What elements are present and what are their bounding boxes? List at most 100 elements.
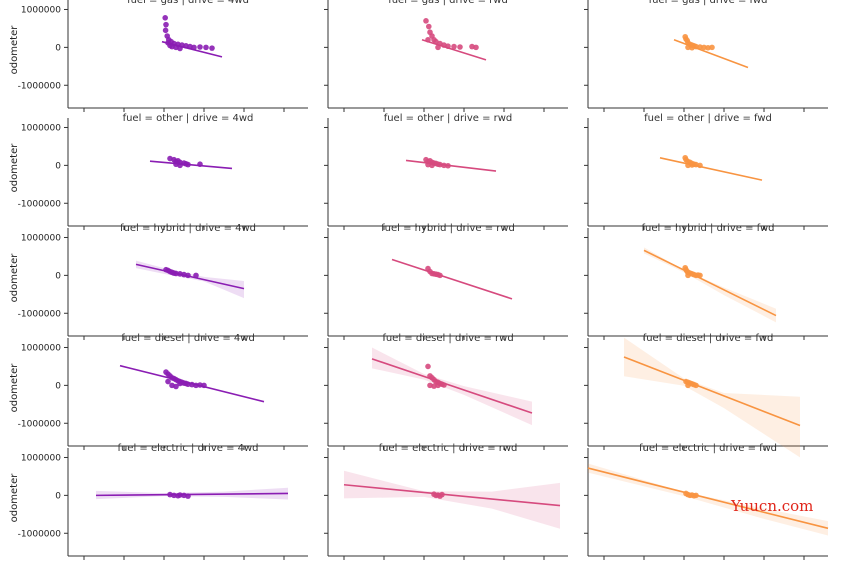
y-tick-label: -1000000 — [18, 529, 62, 539]
confidence-band — [644, 247, 776, 323]
regression-line — [587, 467, 829, 530]
y-tick-label: 1000000 — [21, 123, 61, 133]
data-point — [441, 382, 447, 388]
facet-panel-electric-rwd: -200000-1000000100000200000300000fuel = … — [324, 443, 568, 560]
y-tick-label: 1000000 — [21, 453, 61, 463]
data-point — [162, 27, 169, 34]
confidence-band — [136, 260, 244, 299]
data-point — [177, 45, 183, 52]
data-point — [689, 162, 695, 168]
regression-line — [95, 492, 289, 497]
facet-panel-diesel-fwd: fuel = diesel | drive = fwd — [584, 333, 828, 458]
y-tick-label: 1000000 — [21, 5, 61, 15]
regression-line — [343, 483, 561, 507]
data-point — [173, 383, 179, 390]
facet-title: fuel = electric | drive = 4wd — [117, 443, 258, 454]
data-point — [425, 36, 431, 43]
y-tick-label: 0 — [55, 43, 61, 53]
data-point — [439, 491, 445, 498]
data-point — [197, 161, 203, 168]
regression-line — [391, 258, 513, 300]
data-point — [162, 15, 168, 21]
facet-title: fuel = gas | drive = rwd — [388, 0, 508, 6]
regression-line — [149, 160, 233, 170]
data-point — [437, 272, 443, 279]
facet-title: fuel = diesel | drive = rwd — [382, 333, 513, 344]
data-point — [197, 44, 203, 50]
facet-title: fuel = gas | drive = 4wd — [127, 0, 249, 6]
data-point — [697, 162, 703, 169]
data-point — [426, 23, 432, 30]
data-point — [435, 382, 441, 389]
data-point — [165, 378, 171, 385]
y-tick-label: 0 — [55, 161, 61, 171]
facet-panel-gas-fwd: fuel = gas | drive = fwd — [584, 0, 828, 112]
facet-title: fuel = hybrid | drive = 4wd — [120, 223, 256, 234]
facet-title: fuel = other | drive = fwd — [644, 113, 772, 124]
data-point — [435, 44, 441, 51]
data-point — [425, 161, 431, 168]
facet-title: fuel = hybrid | drive = fwd — [641, 223, 774, 234]
facet-panel-other-rwd: fuel = other | drive = rwd — [324, 113, 568, 230]
data-point — [445, 162, 451, 169]
data-point — [185, 272, 191, 279]
data-point — [163, 21, 169, 28]
y-axis-label: odometer — [9, 473, 20, 523]
y-tick-label: -1000000 — [18, 309, 62, 319]
regression-line — [623, 356, 801, 427]
confidence-band — [344, 470, 560, 529]
data-point — [191, 44, 197, 51]
facet-panel-hybrid-rwd: fuel = hybrid | drive = rwd — [324, 223, 568, 340]
facet-title: fuel = diesel | drive = fwd — [643, 333, 774, 344]
y-tick-label: 0 — [55, 271, 61, 281]
data-point — [185, 161, 191, 168]
data-point — [165, 40, 171, 46]
regression-line — [643, 249, 777, 317]
data-point — [209, 45, 215, 51]
facet-title: fuel = electric | drive = fwd — [639, 443, 777, 454]
facet-panel-electric-4wd: -100000001000000-200000-1000000100000200… — [9, 443, 308, 560]
facet-title: fuel = diesel | drive = 4wd — [121, 333, 255, 344]
data-point — [457, 44, 463, 50]
y-tick-label: -1000000 — [18, 419, 62, 429]
data-point — [689, 44, 695, 51]
data-point — [445, 43, 451, 50]
confidence-band — [588, 463, 828, 536]
data-point — [201, 382, 207, 389]
y-axis-label: odometer — [9, 143, 20, 193]
y-axis-label: odometer — [9, 363, 20, 413]
facet-title: fuel = hybrid | drive = rwd — [381, 223, 515, 234]
confidence-band — [624, 337, 800, 458]
facet-panel-gas-rwd: fuel = gas | drive = rwd — [324, 0, 568, 112]
facet-panel-diesel-rwd: fuel = diesel | drive = rwd — [324, 333, 568, 450]
facet-title: fuel = other | drive = 4wd — [123, 113, 254, 124]
y-tick-label: -1000000 — [18, 199, 62, 209]
facet-title: fuel = other | drive = rwd — [384, 113, 513, 124]
facet-panel-hybrid-fwd: fuel = hybrid | drive = fwd — [584, 223, 828, 340]
regression-line — [405, 159, 497, 172]
data-point — [685, 382, 691, 389]
y-tick-label: -1000000 — [18, 81, 62, 91]
data-point — [693, 492, 699, 499]
y-tick-label: 1000000 — [21, 343, 61, 353]
y-tick-label: 1000000 — [21, 233, 61, 243]
y-tick-label: 0 — [55, 381, 61, 391]
regression-line — [371, 358, 533, 414]
y-axis-label: odometer — [9, 253, 20, 303]
facet-panel-other-fwd: fuel = other | drive = fwd — [584, 113, 828, 230]
watermark-text: Yuucn.com — [731, 497, 814, 515]
data-point — [685, 272, 691, 279]
data-point — [177, 380, 183, 387]
data-point — [709, 44, 715, 51]
regression-line — [421, 39, 487, 61]
facet-title: fuel = gas | drive = fwd — [649, 0, 768, 6]
data-point — [697, 272, 703, 279]
facet-title: fuel = electric | drive = rwd — [379, 443, 518, 454]
data-point — [173, 161, 179, 168]
regression-line — [673, 39, 749, 69]
data-point — [473, 44, 479, 51]
